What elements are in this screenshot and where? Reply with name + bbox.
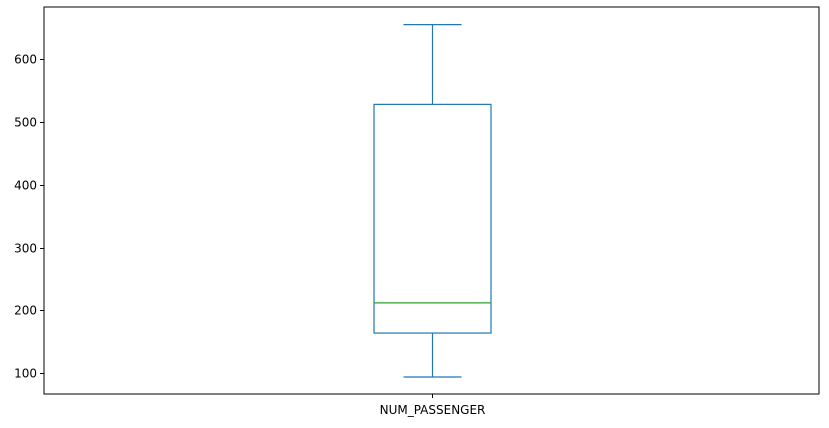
y-tick-label: 600 — [14, 53, 37, 67]
y-tick-label: 200 — [14, 304, 37, 318]
y-tick-label: 300 — [14, 242, 37, 256]
x-tick-label: NUM_PASSENGER — [380, 403, 486, 417]
boxes-layer — [373, 23, 492, 378]
x-axis-labels: NUM_PASSENGER — [380, 394, 486, 417]
y-tick-label: 500 — [14, 116, 37, 130]
plot-area-frame — [43, 6, 820, 395]
y-tick-label: 100 — [14, 367, 37, 381]
y-tick-label: 400 — [14, 179, 37, 193]
y-axis-ticks: 100 200 300 400 500 600 — [14, 53, 44, 381]
interquartile-box — [373, 103, 492, 334]
